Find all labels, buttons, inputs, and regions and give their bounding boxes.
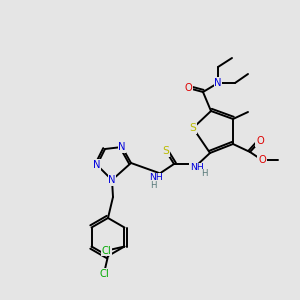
- Text: Cl: Cl: [102, 245, 111, 256]
- Text: O: O: [256, 136, 264, 146]
- Text: NH: NH: [190, 164, 204, 172]
- Text: NH: NH: [149, 173, 163, 182]
- Text: H: H: [150, 181, 156, 190]
- Text: O: O: [184, 83, 192, 93]
- Text: N: N: [214, 78, 222, 88]
- Text: N: N: [108, 175, 116, 185]
- Text: N: N: [118, 142, 126, 152]
- Text: O: O: [258, 155, 266, 165]
- Text: S: S: [163, 146, 170, 156]
- Text: S: S: [190, 123, 196, 133]
- Text: H: H: [201, 169, 207, 178]
- Text: Cl: Cl: [99, 269, 109, 279]
- Text: N: N: [93, 160, 101, 170]
